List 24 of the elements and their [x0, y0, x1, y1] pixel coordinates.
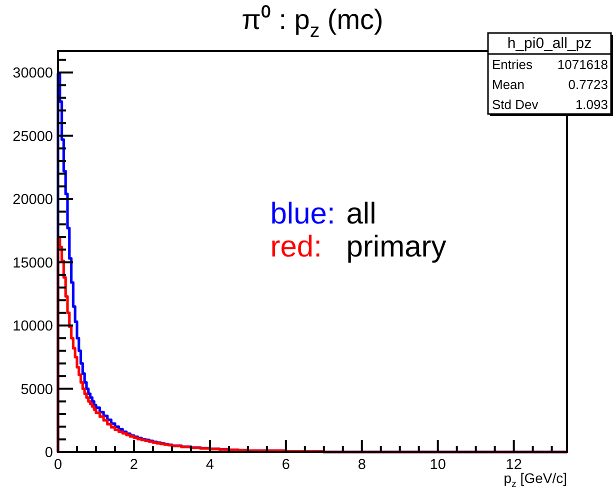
annotation: 1071618	[557, 57, 608, 72]
annotation: Mean	[492, 77, 525, 92]
annotation: Entries	[492, 57, 533, 72]
x-tick-label: 12	[506, 457, 522, 473]
y-tick-label: 0	[44, 445, 53, 461]
y-tick-label: 10000	[12, 318, 53, 334]
y-tick-label: 30000	[12, 66, 53, 82]
text: red: primary	[270, 230, 446, 264]
text: 1.093	[575, 97, 608, 112]
y-tick-label: 15000	[12, 255, 53, 272]
y-tick-label: 25000	[12, 128, 53, 145]
x-tick-label: 2	[130, 457, 138, 473]
x-tick-label: 8	[358, 457, 366, 473]
text: 0.7723	[568, 77, 608, 92]
annotation: Std Dev	[492, 97, 539, 112]
y-tick-label: 20000	[12, 192, 53, 208]
y-tick-label: 5000	[20, 382, 53, 398]
x-tick-label: 4	[206, 457, 214, 473]
x-axis-title: p$_{z}$ [GeV/c]	[504, 470, 567, 490]
annotation: h_pi0_all_pz	[507, 35, 592, 52]
x-tick-label: 6	[282, 457, 290, 473]
chart-title: π⁰ : p$_{z}$ (mc)	[242, 4, 384, 42]
text: blue: all	[270, 197, 376, 230]
x-tick-label: 10	[430, 457, 446, 473]
